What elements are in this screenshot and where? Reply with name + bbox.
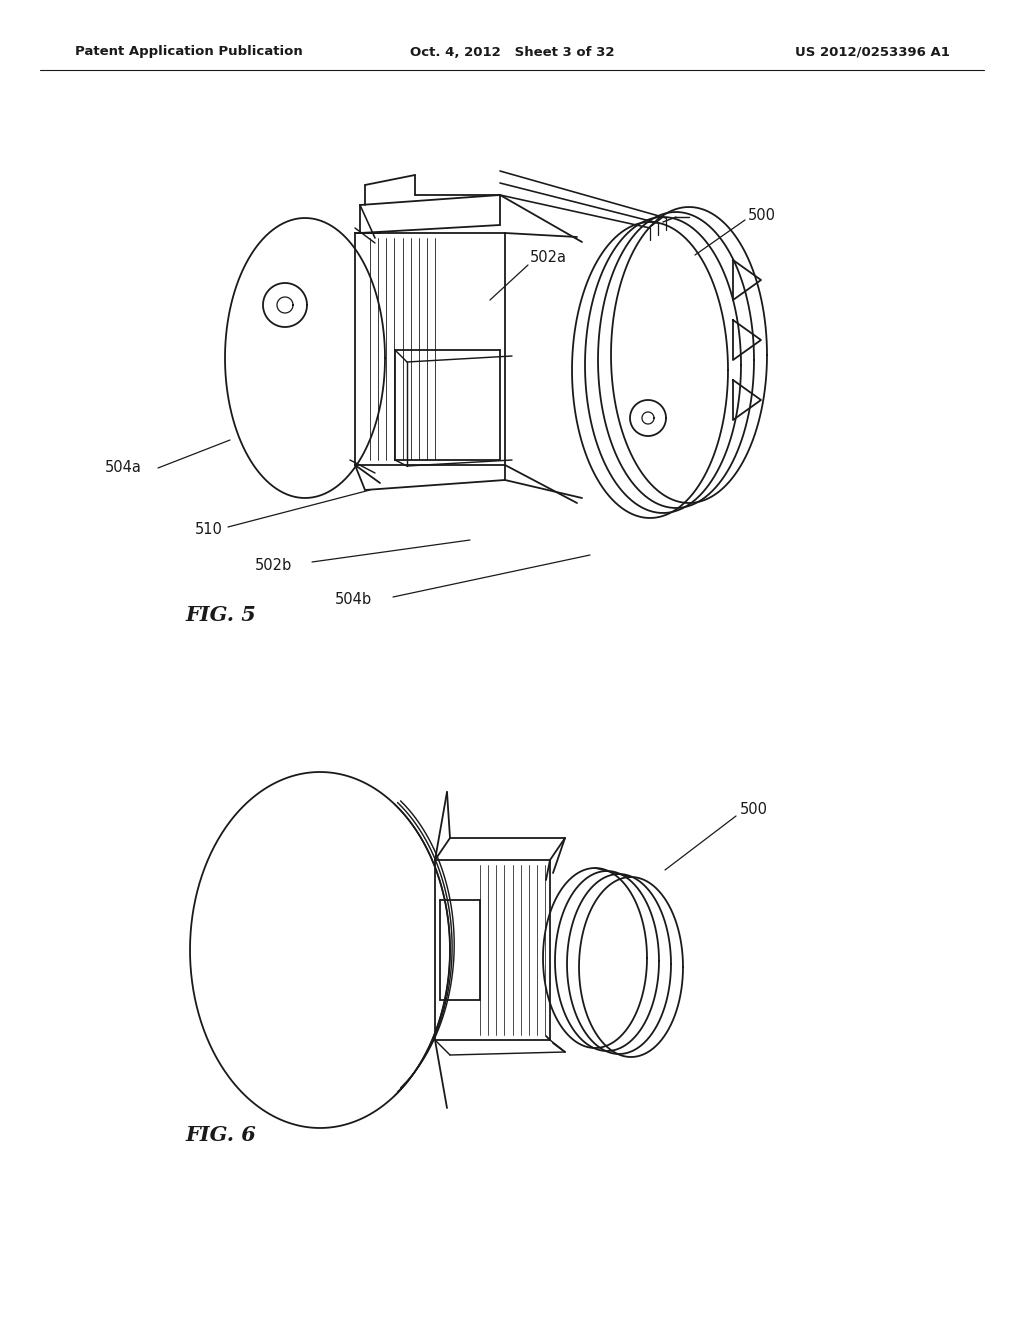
Text: 500: 500 <box>748 207 776 223</box>
Text: 504b: 504b <box>335 593 372 607</box>
Text: US 2012/0253396 A1: US 2012/0253396 A1 <box>795 45 950 58</box>
Text: 502b: 502b <box>255 557 292 573</box>
Text: 504a: 504a <box>105 461 142 475</box>
Text: Patent Application Publication: Patent Application Publication <box>75 45 303 58</box>
Text: 502a: 502a <box>530 251 567 265</box>
Text: FIG. 6: FIG. 6 <box>185 1125 256 1144</box>
Text: 500: 500 <box>740 803 768 817</box>
Text: Oct. 4, 2012   Sheet 3 of 32: Oct. 4, 2012 Sheet 3 of 32 <box>410 45 614 58</box>
Text: 510: 510 <box>195 523 223 537</box>
Text: FIG. 5: FIG. 5 <box>185 605 256 624</box>
